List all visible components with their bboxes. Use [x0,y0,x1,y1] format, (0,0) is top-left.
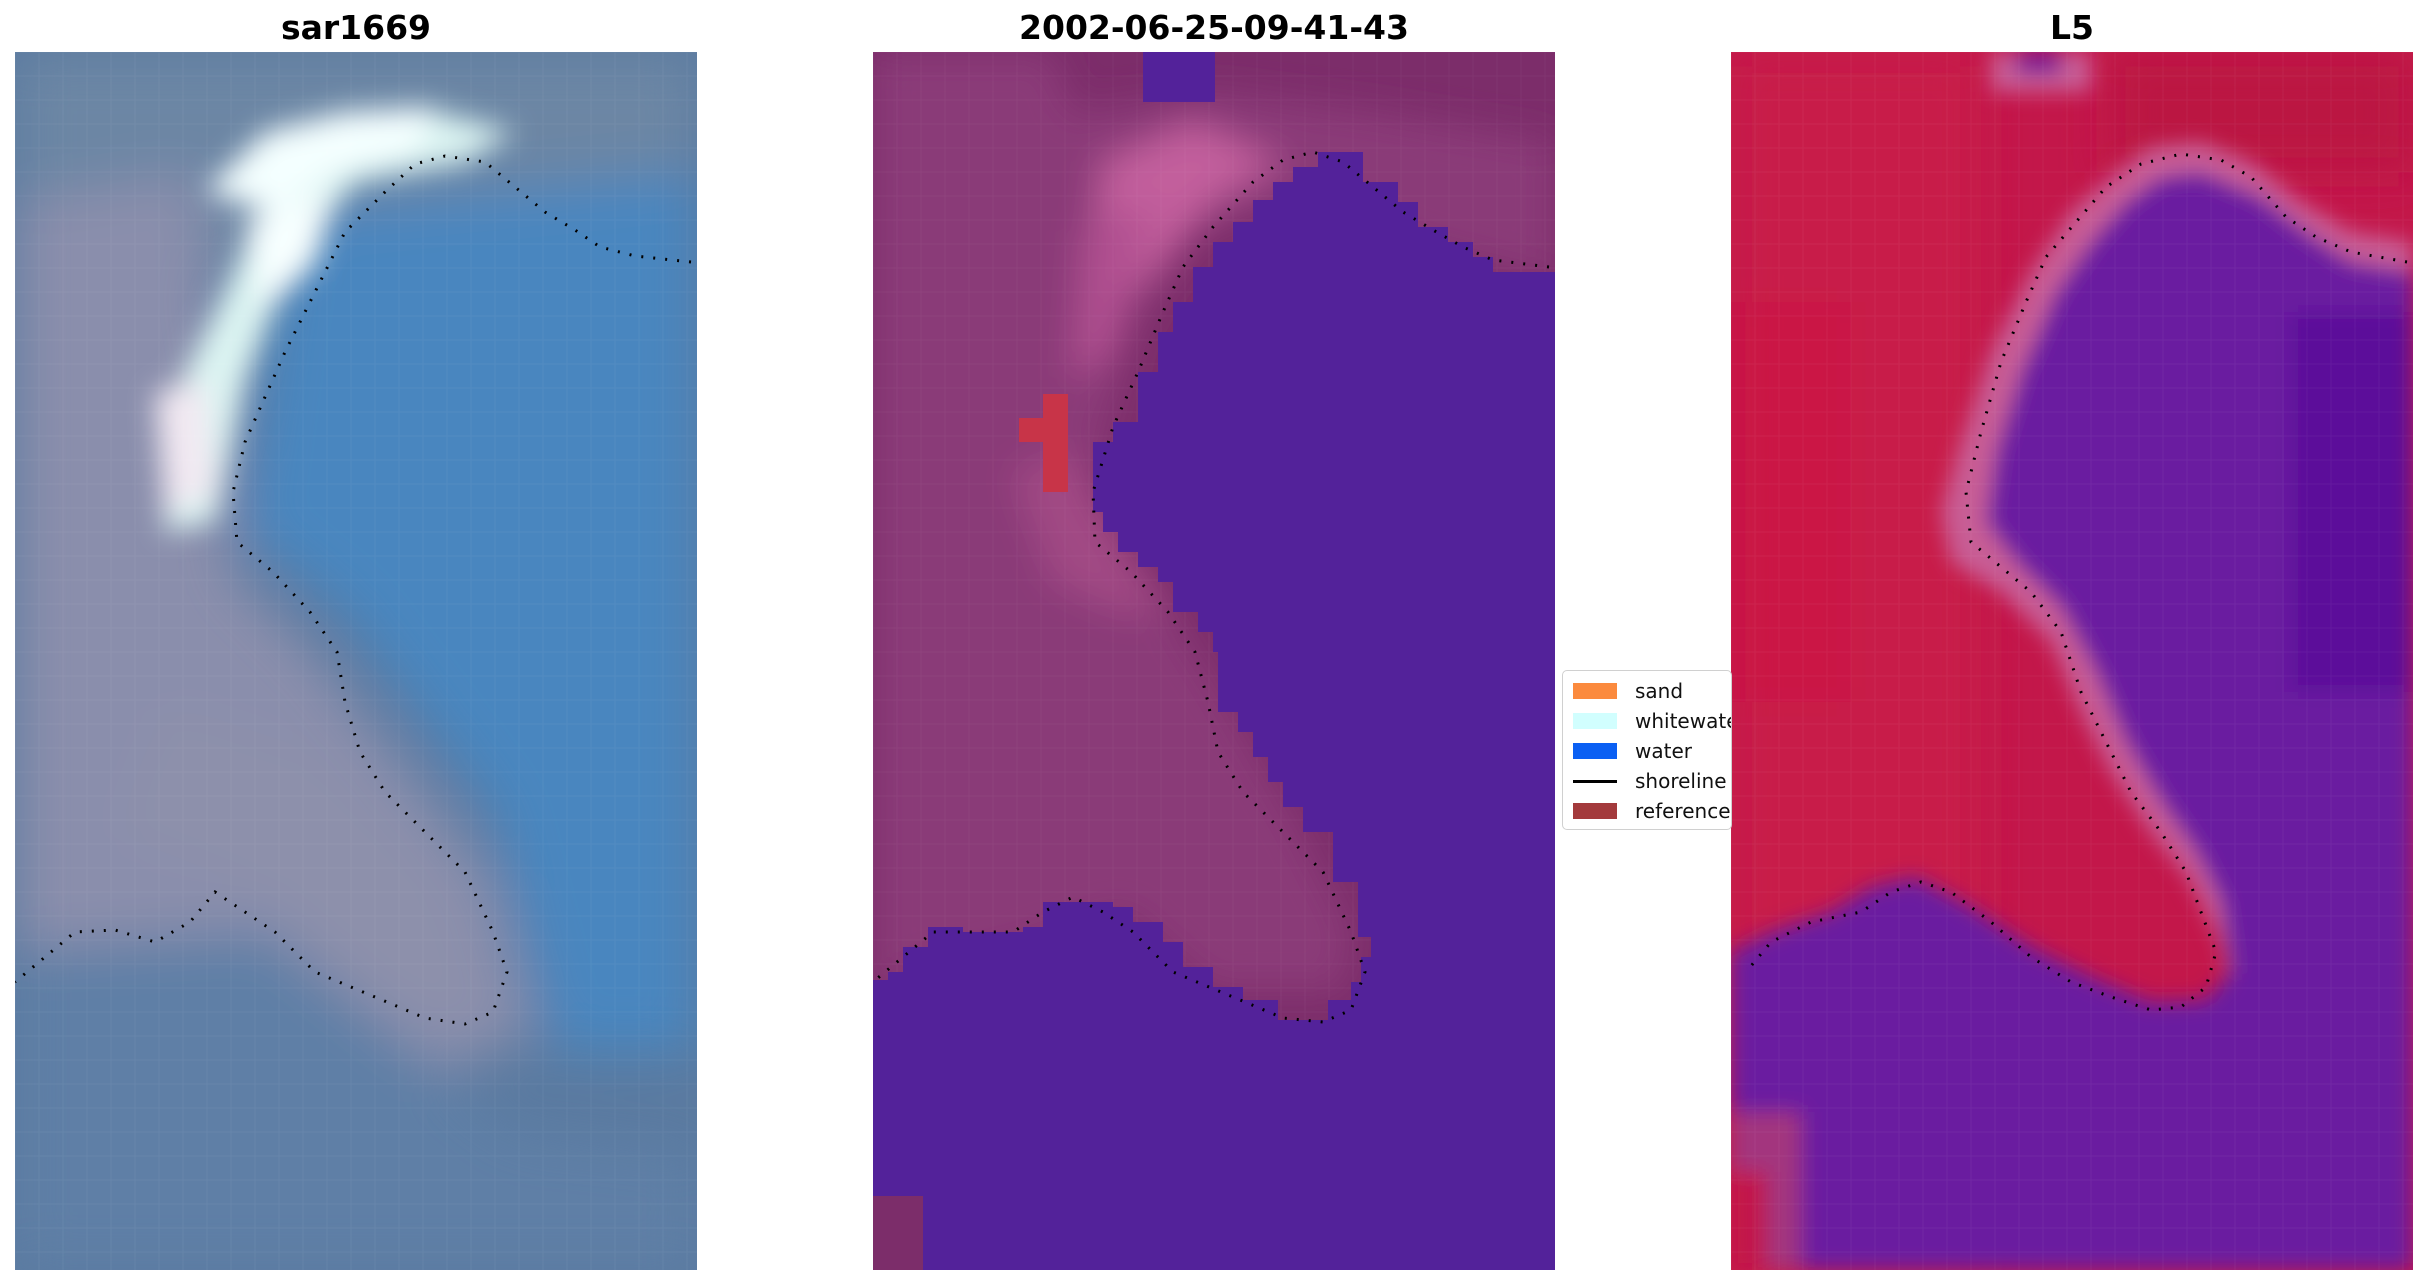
legend-item-water: water [1573,736,1692,766]
panel-title-index: L5 [2050,8,2094,47]
index-image-panel [1731,52,2413,1270]
reference-patch [1019,394,1068,492]
legend-item-shoreline: shoreline [1573,766,1727,796]
water-class-region [873,152,1555,1270]
legend-label-reference: reference [1635,799,1731,823]
legend-item-sand: sand [1573,676,1683,706]
shoreline-trace [15,154,692,1026]
classified-image-panel [873,52,1555,1270]
reference-swatch [1573,803,1617,819]
legend: sand whitewater water shoreline referenc… [1562,670,1732,830]
sand-swatch [1573,683,1617,699]
legend-item-reference: reference [1573,796,1731,826]
whitewater-swatch [1573,713,1617,729]
rgb-image-panel [15,52,697,1270]
legend-label-shoreline: shoreline [1635,769,1727,793]
legend-label-whitewater: whitewater [1635,709,1731,733]
shoreline-line-swatch [1573,779,1617,783]
legend-label-water: water [1635,739,1692,763]
water-swatch [1573,743,1617,759]
index-image [1731,52,2413,1270]
legend-label-sand: sand [1635,679,1684,703]
classified-image [873,52,1555,1270]
panel-title-rgb: sar1669 [280,8,432,47]
panel-title-classified: 2002-06-25-09-41-43 [1019,8,1409,47]
rgb-image [15,52,697,1270]
legend-item-whitewater: whitewater [1573,706,1731,736]
